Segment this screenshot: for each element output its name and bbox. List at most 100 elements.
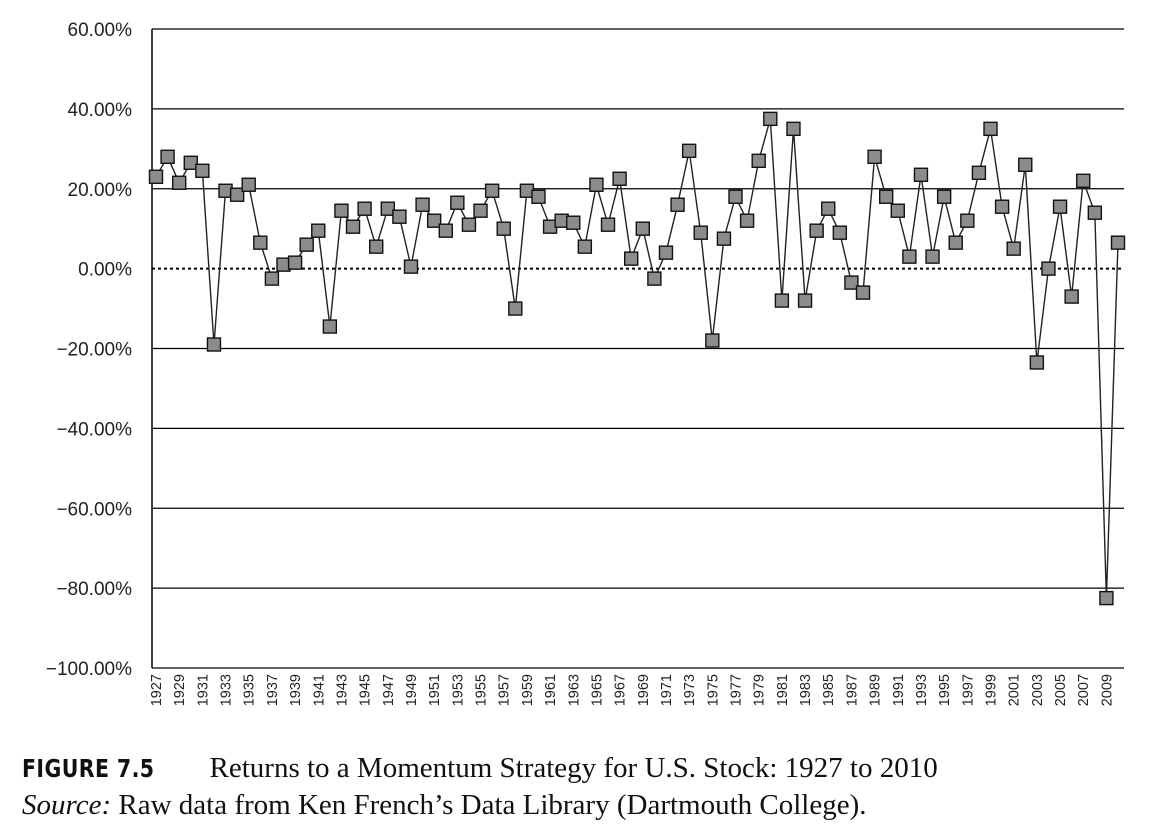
data-point-marker — [322, 319, 338, 334]
x-tick-label: 1975 — [705, 674, 721, 706]
x-tick-label: 1989 — [868, 674, 884, 706]
data-point-marker — [960, 213, 975, 228]
x-tick-label: 1941 — [311, 674, 327, 706]
x-tick-label: 1939 — [288, 674, 304, 706]
data-point-marker — [1052, 199, 1068, 214]
x-tick-label: 1933 — [219, 674, 235, 706]
x-tick-label: 2003 — [1030, 674, 1046, 706]
data-point-marker — [461, 217, 477, 232]
data-point-marker — [1099, 590, 1114, 606]
series-line — [155, 118, 1119, 599]
y-tick-label: 0.00% — [78, 260, 132, 281]
x-tick-label: 1977 — [729, 674, 745, 706]
data-point-marker — [1006, 241, 1021, 256]
y-tick-label: −40.00% — [56, 419, 132, 440]
data-point-marker — [345, 219, 361, 234]
data-point-marker — [241, 177, 256, 192]
data-point-marker — [299, 237, 314, 252]
x-tick-label: 1987 — [844, 674, 860, 706]
data-point-marker — [531, 189, 546, 204]
data-point-marker — [369, 239, 384, 254]
y-tick-label: 40.00% — [68, 100, 133, 121]
data-point-marker — [1064, 289, 1079, 304]
y-tick-label: −60.00% — [56, 499, 132, 520]
x-tick-label: 1995 — [937, 674, 953, 706]
x-tick-label: 1931 — [195, 674, 211, 706]
data-point-marker — [206, 337, 222, 352]
data-point-marker — [473, 203, 488, 218]
x-tick-label: 1979 — [752, 674, 768, 706]
data-point-marker — [786, 121, 801, 137]
data-point-marker — [1029, 355, 1045, 370]
x-tick-label: 1997 — [960, 674, 976, 706]
x-tick-label: 2009 — [1099, 674, 1115, 706]
y-tick-label: 60.00% — [68, 20, 133, 41]
data-point-marker — [1041, 261, 1056, 276]
data-point-marker — [508, 301, 523, 316]
data-point-marker — [878, 189, 894, 204]
data-point-marker — [577, 239, 593, 254]
data-point-marker — [844, 275, 859, 290]
data-point-marker — [635, 221, 650, 236]
x-tick-label: 1999 — [984, 674, 1000, 706]
data-point-marker — [415, 197, 430, 212]
x-tick-label: 1953 — [450, 674, 466, 706]
x-tick-label: 1981 — [775, 674, 791, 706]
y-tick-label: −20.00% — [56, 340, 132, 361]
x-tick-label: 1983 — [798, 674, 814, 706]
data-point-marker — [148, 169, 164, 184]
data-point-marker — [496, 221, 511, 236]
data-point-marker — [832, 225, 848, 240]
data-point-marker — [809, 223, 824, 238]
x-tick-label: 1947 — [381, 674, 397, 706]
x-tick-label: 1993 — [914, 674, 930, 706]
x-tick-label: 1955 — [474, 674, 490, 706]
x-tick-label: 1963 — [566, 674, 582, 706]
caption-source-line: Source: Raw data from Ken French’s Data … — [22, 787, 1142, 823]
data-point-marker — [566, 215, 581, 230]
x-tick-label: 1957 — [497, 674, 513, 706]
data-point-marker — [624, 251, 639, 266]
data-point-marker — [971, 165, 987, 180]
x-tick-label: 1935 — [242, 674, 258, 706]
data-point-marker — [183, 155, 198, 170]
data-point-marker — [612, 171, 627, 186]
x-tick-label: 1971 — [659, 674, 675, 706]
data-point-marker — [983, 121, 998, 137]
caption-title-line: FIGURE 7.5 Returns to a Momentum Strategy… — [22, 750, 1142, 787]
data-point-marker — [589, 177, 604, 192]
x-tick-label: 1927 — [149, 674, 165, 706]
data-point-marker — [890, 203, 905, 218]
data-point-marker — [855, 285, 871, 300]
x-tick-label: 1949 — [404, 674, 420, 706]
x-tick-label: 1929 — [172, 674, 188, 706]
x-tick-label: 1943 — [334, 674, 350, 706]
data-point-marker — [1110, 235, 1126, 250]
data-point-marker — [774, 293, 790, 308]
data-point-marker — [948, 235, 963, 250]
data-point-marker — [264, 271, 280, 286]
data-point-marker — [357, 201, 372, 216]
data-point-marker — [936, 189, 952, 204]
data-point-marker — [392, 209, 407, 224]
data-point-marker — [925, 249, 940, 264]
x-tick-label: 1961 — [543, 674, 559, 706]
data-point-marker — [380, 201, 396, 216]
y-tick-label: 20.00% — [68, 180, 133, 201]
data-point-marker — [1018, 157, 1033, 172]
data-point-marker — [902, 249, 917, 264]
x-tick-label: 1945 — [358, 674, 374, 706]
data-point-marker — [287, 255, 303, 270]
x-tick-label: 1985 — [821, 674, 837, 706]
data-point-marker — [739, 213, 755, 228]
data-point-marker — [450, 195, 465, 210]
data-point-marker — [705, 333, 720, 348]
x-tick-label: 1973 — [682, 674, 698, 706]
source-text: Raw data from Ken French’s Data Library … — [111, 789, 867, 821]
data-point-marker — [253, 235, 268, 250]
data-point-marker — [438, 223, 453, 238]
x-tick-label: 1969 — [636, 674, 652, 706]
x-tick-label: 1959 — [520, 674, 536, 706]
data-point-marker — [1087, 205, 1103, 220]
caption-title: Returns to a Momentum Strategy for U.S. … — [209, 752, 938, 784]
